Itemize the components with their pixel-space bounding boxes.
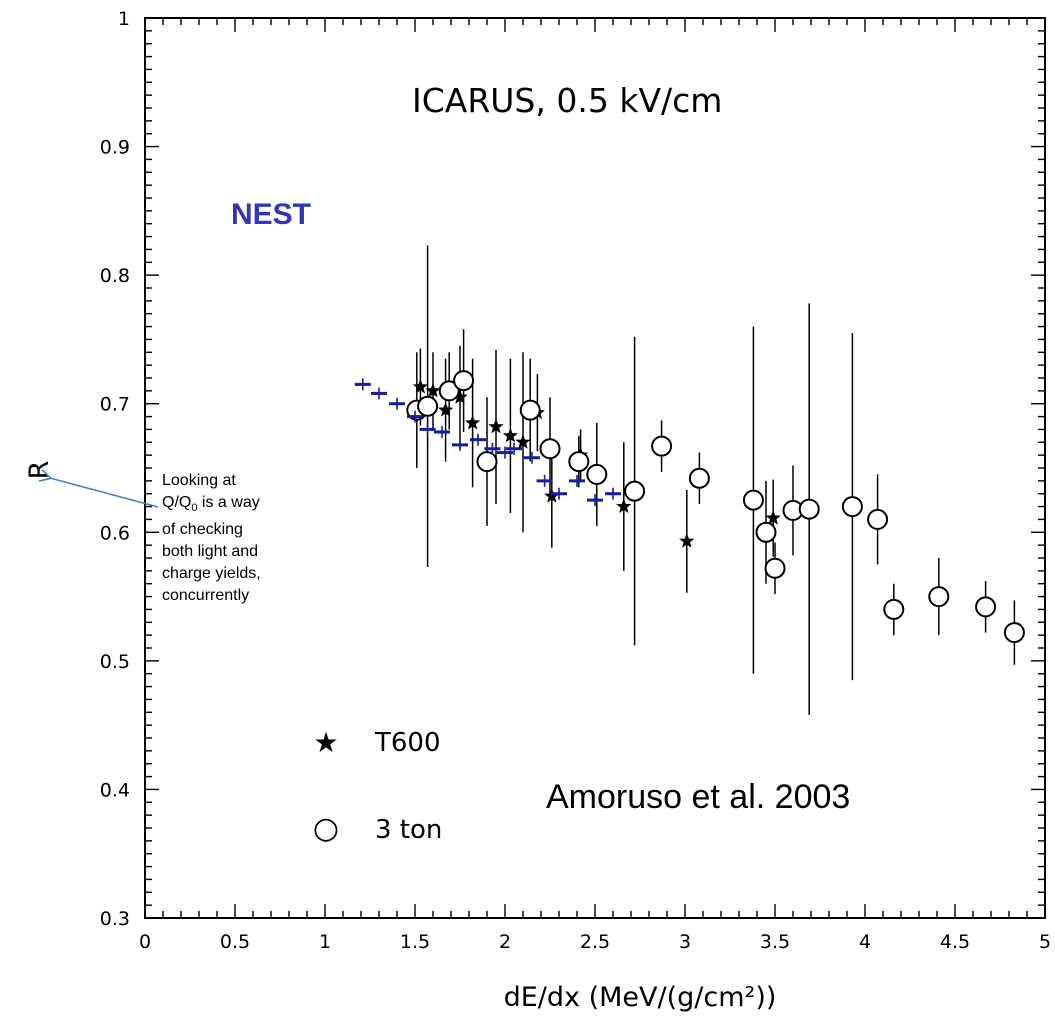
point-t600 (425, 382, 441, 398)
x-axis-title: dE/dx (MeV/(g/cm²)) (504, 982, 777, 1013)
point-3ton (798, 498, 820, 520)
point-nest (569, 474, 585, 487)
point-3ton (742, 489, 764, 511)
point-t600 (502, 427, 518, 443)
y-tick-label: 0.8 (100, 265, 130, 287)
y-tick-labels: 0.3 0.4 0.5 0.6 0.7 0.8 0.9 1 (100, 8, 130, 930)
point-t600 (465, 415, 481, 430)
point-nest (587, 494, 603, 507)
point-3ton (568, 451, 590, 473)
legend-marker-3ton: ○ (313, 811, 339, 846)
point-3ton (975, 596, 997, 618)
nest-label: NEST (231, 198, 311, 231)
legend-label-3ton: 3 ton (375, 815, 442, 845)
y-axis-title: R (24, 461, 55, 480)
point-t600 (515, 434, 531, 449)
callout-line-5: charge yields, (162, 565, 261, 583)
callout-note: Looking at Q/Q0 is a way of checking bot… (162, 470, 322, 607)
callout-line-2-rest: is a way (197, 494, 260, 511)
point-nest (354, 378, 371, 391)
callout-q: Q/Q (162, 494, 192, 511)
x-tick-label: 4 (859, 931, 871, 953)
x-tick-label: 0.5 (220, 931, 250, 953)
y-tick-label: 1 (118, 8, 130, 30)
point-t600 (679, 533, 695, 548)
point-nest (371, 387, 387, 400)
point-nest (536, 474, 553, 487)
point-3ton (539, 438, 561, 460)
x-tick-label: 5 (1039, 931, 1051, 953)
point-nest (419, 423, 436, 436)
point-3ton (453, 370, 475, 392)
x-tick-label: 1 (319, 931, 331, 953)
point-nest (389, 397, 405, 410)
point-3ton (476, 451, 498, 473)
x-tick-label: 2 (499, 931, 511, 953)
point-t600 (488, 418, 504, 434)
point-3ton (883, 598, 905, 620)
point-t600 (438, 402, 454, 417)
y-tick-label: 0.4 (100, 779, 130, 801)
point-3ton (841, 496, 863, 518)
x-tick-label: 4.5 (940, 931, 970, 953)
y-tick-label: 0.6 (100, 522, 130, 544)
callout-line-2: Q/Q0 is a way (162, 492, 322, 519)
x-tick-label: 3.5 (760, 931, 790, 953)
callout-line-4: both light and (162, 543, 259, 561)
point-nest (506, 442, 522, 455)
point-3ton (755, 521, 777, 543)
plot-title: ICARUS, 0.5 kV/cm (412, 81, 722, 120)
point-t600 (544, 488, 560, 503)
point-t600 (412, 379, 428, 394)
axis-ticks (144, 17, 1046, 919)
point-nest (434, 426, 450, 438)
point-t600 (452, 389, 468, 404)
point-nest (497, 446, 513, 459)
point-nest (452, 438, 468, 451)
point-3ton (519, 399, 541, 421)
point-3ton (438, 380, 460, 402)
callout-q-sub: 0 (191, 502, 198, 515)
y-tick-label: 0.5 (100, 651, 130, 673)
y-tick-label: 0.3 (100, 908, 130, 930)
callout-line-3: of checking (162, 521, 243, 539)
point-t600 (616, 498, 632, 513)
callout-line-6: concurrently (162, 587, 250, 605)
callout-line-1: Looking at (162, 472, 236, 489)
point-3ton (688, 467, 710, 489)
point-nest (605, 487, 621, 500)
point-nest (470, 433, 486, 446)
legend-label-t600: T600 (374, 728, 441, 758)
point-3ton (586, 463, 608, 485)
point-t600 (765, 510, 781, 525)
y-tick-label: 0.9 (100, 137, 130, 159)
point-3ton (928, 586, 950, 608)
x-tick-label: 3 (679, 931, 691, 953)
point-nest (407, 410, 423, 423)
x-tick-labels: 0 0.5 1 1.5 2 2.5 3 3.5 4 4.5 5 (139, 931, 1051, 953)
legend-marker-t600: ★ (313, 726, 338, 759)
data-points (354, 370, 1025, 644)
point-nest (524, 451, 540, 464)
x-tick-label: 0 (139, 931, 151, 953)
point-3ton (764, 557, 786, 579)
point-3ton (624, 480, 646, 502)
point-3ton (651, 435, 673, 457)
point-3ton (1003, 622, 1025, 644)
x-tick-label: 1.5 (400, 931, 430, 953)
callout-arrow (50, 478, 159, 508)
point-3ton (417, 395, 439, 417)
citation: Amoruso et al. 2003 (546, 778, 850, 816)
point-nest (551, 487, 567, 500)
error-bars (416, 245, 1016, 715)
y-tick-label: 0.7 (100, 394, 130, 416)
x-tick-label: 2.5 (580, 931, 610, 953)
legend: ★ T600 ○ 3 ton (313, 726, 442, 846)
point-3ton (867, 508, 889, 530)
point-nest (484, 442, 501, 455)
